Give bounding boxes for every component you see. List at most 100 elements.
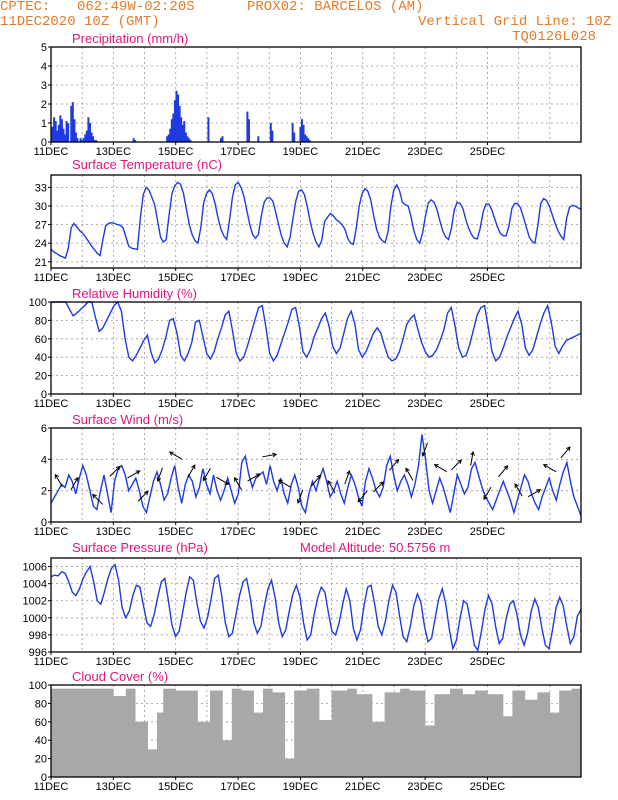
precip-bar [56,130,59,142]
x-tick-label: 23DEC [407,146,443,158]
cloud-bar [294,690,307,777]
panel-frame [50,557,582,653]
cloud-bar [512,690,526,777]
y-tick-label: 40 [35,352,47,364]
x-tick-label: 21DEC [345,146,381,158]
y-tick-label: 60 [35,717,47,729]
wind-arrow [137,491,149,502]
wind-arrow-head [234,476,239,482]
wind-arrow [514,483,523,497]
y-tick-label: 20 [35,371,47,383]
y-tick-label: 0 [41,137,47,149]
panel-title: Relative Humidity (%) [72,286,197,301]
precip-bar [170,119,173,142]
precip-bar [76,138,79,142]
wind-arrow [187,464,196,478]
wind-arrow [560,446,571,459]
precip-bar [169,128,172,142]
x-tick-label: 25DEC [470,272,506,284]
y-tick-label: 21 [35,257,47,269]
precip-bar [64,134,67,142]
wind-arrow-head [143,490,149,496]
precip-bar [180,117,183,142]
wind-arrow-head [566,446,571,452]
cloud-bar [175,690,198,777]
y-tick-label: 998 [29,630,47,642]
precip-bar [219,138,222,142]
x-tick-label: 23DEC [407,272,443,284]
cloud-bar [331,690,348,777]
y-tick-label: 4 [41,454,47,466]
wind-arrow [311,474,321,487]
precip-bar [178,105,181,142]
y-tick-label: 100 [29,680,47,692]
y-tick-label: 30 [35,201,47,213]
precip-bar [166,136,169,142]
y-tick-label: 0 [41,389,47,401]
precip-bar [271,130,274,142]
cloud-bar [571,688,582,777]
x-tick-label: 21DEC [345,398,381,410]
wind-arrow [327,480,336,494]
x-tick-label: 19DEC [283,398,319,410]
x-tick-label: 15DEC [158,146,194,158]
y-tick-label: 1006 [23,562,47,574]
x-tick-label: 17DEC [220,272,256,284]
y-tick-label: 80 [35,315,47,327]
precip-bar [181,124,184,142]
wind-arrow [297,489,304,504]
wind-arrow-head [255,473,261,478]
cloud-bar [51,688,114,777]
y-tick-label: 100 [29,297,47,309]
panel-frame [50,174,582,269]
wind-arrow-head [457,459,462,465]
cloud-bar [475,690,488,777]
header-coords: 062:49W-02:20S [77,0,195,15]
cloud-bar [372,721,385,777]
precip-bar [70,105,73,142]
precip-bar [175,90,178,142]
precip-bar [54,121,57,142]
precip-bar [186,136,189,142]
cloud-bar [197,721,211,777]
cloud-bar [272,692,286,777]
cloud-bar [400,688,410,777]
y-tick-label: 0 [41,772,47,784]
x-tick-label: 23DEC [407,656,443,668]
wind-arrow [450,459,462,471]
cloud-bar [163,688,177,777]
y-tick-label: 40 [35,735,47,747]
wind-arrow [498,465,508,477]
wind-arrow-head [92,493,97,499]
precip-bar [88,123,91,142]
precip-bar [269,123,272,142]
panel-title: Precipitation (mm/h) [72,31,188,46]
precip-bar [177,94,180,142]
wind-arrow-head [54,473,59,479]
x-tick-label: 15DEC [158,272,194,284]
wind-arrow-head [394,458,400,464]
y-tick-label: 1004 [23,579,47,591]
y-tick-label: 27 [35,220,47,232]
cloud-bar [135,721,148,777]
cloud-bar [434,694,451,777]
precip-bar [207,117,210,142]
wind-arrow [54,474,63,487]
wind-arrow-head [327,479,332,485]
wind-arrow [434,464,448,473]
y-tick-label: 33 [35,182,47,194]
y-tick-label: 80 [35,698,47,710]
wind-arrow-head [277,479,283,484]
precip-bar [293,132,296,142]
cloud-bar [549,712,560,777]
y-tick-label: 3 [41,80,47,92]
wind-arrow-head [115,465,121,471]
wind-arrow [247,473,260,482]
wind-arrow-head [433,464,439,469]
precip-bar [71,102,74,142]
x-tick-label: 17DEC [220,146,256,158]
x-tick-label: 15DEC [158,398,194,410]
panel-frame [50,301,582,395]
y-tick-label: 1002 [23,596,47,608]
